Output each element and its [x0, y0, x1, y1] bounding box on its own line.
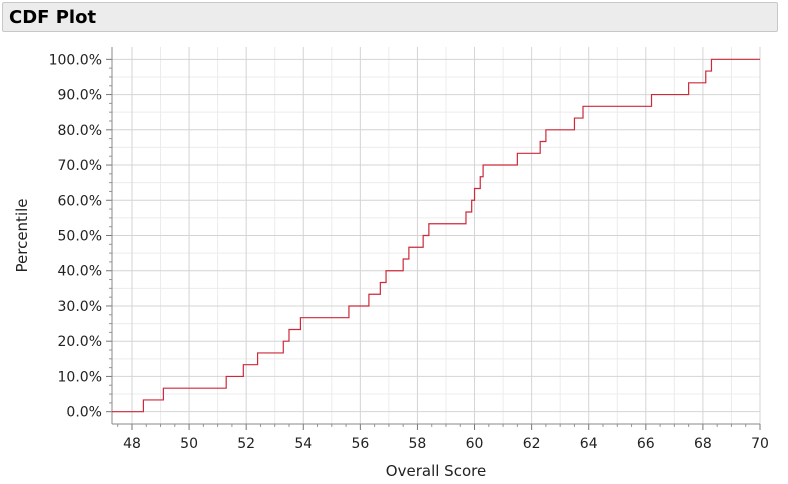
- x-tick-label: 52: [237, 436, 255, 452]
- grid-layer: [112, 47, 761, 424]
- x-tick-label: 60: [466, 436, 484, 452]
- panel-header: CDF Plot: [2, 2, 778, 32]
- series-layer: [112, 58, 760, 413]
- label-layer: 48 50 52 54 56 58 60 62 64 66 68 70 0.0% 10.0% 20.0% 30…: [13, 52, 769, 480]
- x-tick-label: 58: [409, 436, 427, 452]
- y-tick-label: 10.0%: [58, 369, 102, 385]
- x-tick-label: 62: [523, 436, 541, 452]
- x-tick-label: 48: [123, 436, 141, 452]
- x-tick-label: 56: [351, 436, 369, 452]
- x-tick-label: 66: [637, 436, 655, 452]
- x-tick-label: 68: [694, 436, 712, 452]
- panel-title: CDF Plot: [9, 7, 97, 28]
- y-tick-label: 90.0%: [58, 88, 102, 104]
- y-tick-label: 40.0%: [58, 264, 102, 280]
- y-tick-label: 20.0%: [58, 334, 102, 350]
- cdf-step-line: [112, 58, 760, 413]
- axis-layer: [106, 47, 761, 430]
- y-tick-label: 0.0%: [66, 405, 102, 421]
- y-tick-label: 30.0%: [58, 299, 102, 315]
- x-tick-label: 54: [294, 436, 312, 452]
- x-tick-label: 64: [580, 436, 598, 452]
- y-tick-label: 70.0%: [58, 158, 102, 174]
- x-tick-label: 70: [751, 436, 769, 452]
- y-tick-label: 80.0%: [58, 123, 102, 139]
- x-tick-label: 50: [180, 436, 198, 452]
- x-axis-title: Overall Score: [386, 462, 486, 480]
- y-tick-label: 60.0%: [58, 193, 102, 209]
- y-axis-title: Percentile: [13, 198, 31, 272]
- y-tick-label: 50.0%: [58, 229, 102, 245]
- y-tick-label: 100.0%: [49, 52, 102, 68]
